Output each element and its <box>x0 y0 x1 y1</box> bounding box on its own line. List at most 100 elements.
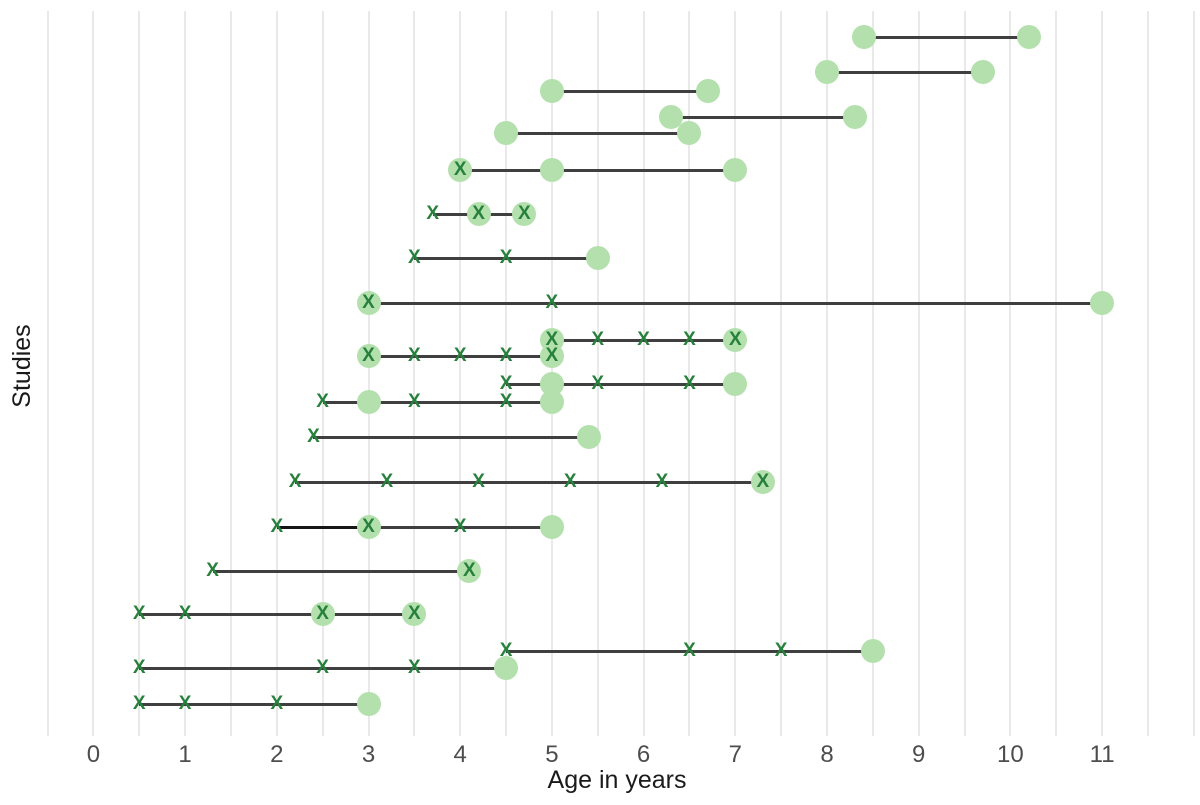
x-marker: X <box>132 603 146 625</box>
x-marker: X <box>518 203 531 225</box>
gridline <box>1009 11 1012 736</box>
x-marker: X <box>408 247 421 269</box>
x-tick-label: 5 <box>545 741 559 768</box>
circle-marker <box>356 692 381 716</box>
study-range-segment <box>368 301 1103 305</box>
circle-marker <box>448 158 473 182</box>
x-marker: X <box>132 693 146 715</box>
gridline <box>367 11 370 736</box>
gridline <box>642 11 645 736</box>
circle-marker <box>356 515 381 539</box>
x-tick-label: 1 <box>178 741 192 768</box>
x-marker: X <box>472 471 485 493</box>
x-marker: X <box>655 471 669 493</box>
circle-marker <box>494 656 519 680</box>
y-axis-title: Studies <box>8 324 36 408</box>
circle-marker <box>539 344 564 368</box>
x-marker: X <box>178 603 192 625</box>
gridline <box>321 11 324 736</box>
gridline <box>413 11 416 736</box>
study-range-segment <box>368 354 552 358</box>
gridline <box>459 11 462 736</box>
study-range-segment-dark <box>276 525 369 529</box>
x-marker: X <box>463 560 476 582</box>
study-range-segment <box>139 612 415 616</box>
circle-marker <box>356 291 381 315</box>
study-range-segment <box>506 649 873 653</box>
gridline <box>92 11 95 736</box>
x-marker: X <box>316 657 329 679</box>
x-marker: X <box>307 426 320 448</box>
x-tick-label: 9 <box>912 741 926 768</box>
circle-marker <box>723 158 748 182</box>
circle-marker <box>585 246 610 270</box>
x-marker: X <box>316 603 329 625</box>
x-marker: X <box>499 391 513 413</box>
circle-marker <box>695 79 720 103</box>
gridline <box>138 11 141 736</box>
x-marker: X <box>728 329 742 351</box>
circle-marker <box>402 602 427 626</box>
x-tick-label: 10 <box>997 741 1024 768</box>
study-range-segment <box>212 569 470 573</box>
x-marker: X <box>545 292 559 314</box>
x-marker: X <box>453 516 467 538</box>
x-marker: X <box>774 640 788 662</box>
circle-marker <box>457 559 482 583</box>
circle-marker <box>1016 25 1041 49</box>
x-tick-label: 6 <box>636 741 651 768</box>
study-range-segment <box>295 480 763 484</box>
gridline <box>46 11 49 736</box>
gridline <box>184 11 187 736</box>
circle-marker <box>494 121 519 145</box>
circle-marker <box>842 105 867 129</box>
x-marker: X <box>270 693 284 715</box>
x-marker: X <box>683 640 696 662</box>
study-range-segment <box>322 400 552 404</box>
study-range-segment <box>671 115 855 119</box>
x-marker: X <box>499 247 513 269</box>
circle-marker <box>750 470 775 494</box>
circle-marker <box>539 79 564 103</box>
study-range-segment <box>827 70 983 74</box>
x-tick-label: 0 <box>86 741 101 768</box>
circle-marker <box>723 328 748 352</box>
x-axis-title: Age in years <box>547 766 687 794</box>
x-marker: X <box>499 640 513 662</box>
study-range-segment <box>139 702 369 706</box>
circle-marker <box>576 425 601 449</box>
x-marker: X <box>288 471 302 493</box>
x-marker: X <box>408 391 421 413</box>
circle-marker <box>356 344 381 368</box>
gridline <box>688 11 691 736</box>
x-tick-label: 7 <box>728 741 742 768</box>
x-marker: X <box>756 471 770 493</box>
circle-marker <box>310 602 335 626</box>
study-range-segment <box>506 382 736 386</box>
circle-marker <box>723 372 748 396</box>
gridline <box>1055 11 1058 736</box>
x-marker: X <box>683 329 696 351</box>
circle-marker <box>677 121 702 145</box>
circle-marker <box>539 158 564 182</box>
circle-marker <box>815 60 839 84</box>
x-marker: X <box>362 516 375 538</box>
study-range-segment <box>139 666 507 670</box>
circle-marker <box>851 25 876 49</box>
x-marker: X <box>453 159 467 181</box>
gridline <box>505 11 508 736</box>
gridline <box>917 11 920 736</box>
x-marker: X <box>499 373 513 395</box>
x-marker: X <box>453 345 467 367</box>
study-range-segment <box>313 435 589 439</box>
x-marker: X <box>637 329 650 351</box>
x-tick-label: 8 <box>820 741 834 768</box>
x-tick-label: 2 <box>270 741 284 768</box>
x-marker: X <box>591 329 605 351</box>
study-range-segment <box>506 131 690 135</box>
x-marker: X <box>206 560 219 582</box>
x-marker: X <box>270 516 284 538</box>
x-marker: X <box>408 603 421 625</box>
gridline <box>826 11 828 736</box>
